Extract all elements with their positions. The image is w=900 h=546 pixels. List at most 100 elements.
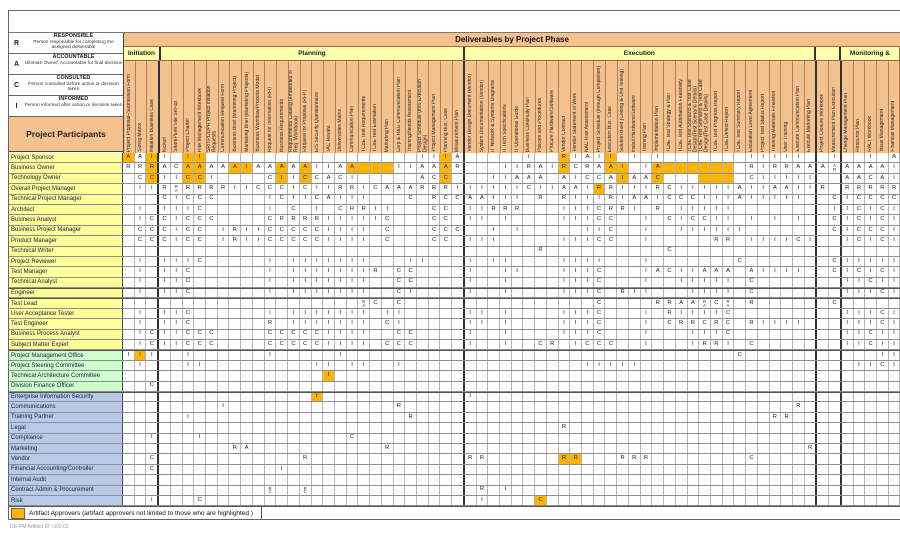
matrix-cell[interactable] [335, 464, 347, 475]
matrix-cell[interactable] [171, 475, 183, 485]
matrix-cell[interactable]: I [265, 277, 277, 288]
matrix-cell[interactable]: A [157, 163, 171, 173]
matrix-cell[interactable]: R [535, 194, 547, 204]
matrix-cell[interactable] [358, 173, 371, 184]
matrix-cell[interactable] [382, 256, 394, 267]
column-header[interactable]: Training Plan [641, 61, 653, 153]
matrix-cell[interactable] [535, 277, 547, 288]
matrix-cell[interactable]: C [206, 215, 218, 225]
matrix-cell[interactable] [370, 412, 382, 423]
column-header[interactable]: TCoE Test Scenario & Test Case Design(Te… [699, 61, 712, 153]
matrix-cell[interactable] [523, 277, 536, 288]
matrix-cell[interactable] [605, 319, 618, 329]
matrix-cell[interactable]: I [253, 236, 265, 246]
matrix-cell[interactable] [758, 360, 770, 371]
matrix-cell[interactable] [865, 433, 877, 443]
matrix-cell[interactable]: I [676, 215, 688, 225]
matrix-cell[interactable] [758, 340, 770, 350]
matrix-cell[interactable]: C [312, 194, 324, 204]
matrix-cell[interactable]: R [641, 454, 653, 464]
matrix-cell[interactable] [710, 173, 723, 184]
matrix-cell[interactable] [664, 371, 676, 381]
matrix-cell[interactable]: I [889, 267, 900, 277]
matrix-cell[interactable] [405, 381, 417, 391]
matrix-cell[interactable] [206, 246, 218, 256]
matrix-cell[interactable] [206, 485, 218, 495]
matrix-cell[interactable]: R [711, 236, 723, 246]
matrix-cell[interactable]: I [676, 267, 688, 277]
matrix-cell[interactable] [488, 423, 500, 433]
matrix-cell[interactable] [123, 340, 135, 350]
matrix-cell[interactable] [382, 329, 394, 340]
matrix-cell[interactable] [218, 340, 230, 350]
matrix-cell[interactable] [183, 371, 195, 381]
matrix-cell[interactable] [135, 485, 147, 495]
matrix-cell[interactable] [582, 485, 594, 495]
matrix-cell[interactable] [382, 299, 394, 308]
matrix-cell[interactable]: I [711, 194, 723, 204]
matrix-cell[interactable] [664, 464, 676, 475]
matrix-cell[interactable] [582, 246, 594, 256]
matrix-cell[interactable] [839, 360, 854, 371]
matrix-cell[interactable] [157, 299, 171, 308]
matrix-cell[interactable] [629, 236, 641, 246]
matrix-cell[interactable] [889, 464, 900, 475]
matrix-cell[interactable] [734, 464, 747, 475]
matrix-cell[interactable] [594, 454, 606, 464]
matrix-cell[interactable]: R [854, 184, 866, 194]
matrix-cell[interactable] [889, 485, 900, 495]
matrix-cell[interactable]: I [135, 308, 147, 319]
matrix-cell[interactable] [815, 319, 830, 329]
matrix-cell[interactable] [218, 412, 230, 423]
matrix-cell[interactable] [276, 351, 289, 360]
matrix-cell[interactable] [229, 454, 242, 464]
matrix-cell[interactable] [617, 402, 629, 412]
matrix-cell[interactable]: C [300, 236, 312, 246]
matrix-cell[interactable]: C [194, 215, 207, 225]
matrix-cell[interactable]: I [559, 204, 571, 215]
matrix-cell[interactable] [218, 454, 230, 464]
matrix-cell[interactable]: R [746, 319, 758, 329]
matrix-cell[interactable] [500, 351, 512, 360]
matrix-cell[interactable]: I [462, 319, 477, 329]
matrix-cell[interactable]: I [629, 184, 641, 194]
matrix-cell[interactable] [770, 381, 782, 391]
matrix-cell[interactable]: I [462, 236, 477, 246]
matrix-cell[interactable] [664, 360, 676, 371]
matrix-cell[interactable] [676, 485, 688, 495]
matrix-cell[interactable] [547, 256, 559, 267]
matrix-cell[interactable]: I [253, 225, 265, 236]
matrix-cell[interactable]: C [582, 340, 594, 350]
matrix-cell[interactable] [664, 381, 676, 391]
matrix-cell[interactable] [877, 433, 889, 443]
matrix-cell[interactable] [699, 475, 711, 485]
matrix-cell[interactable]: C [877, 319, 889, 329]
matrix-cell[interactable] [382, 412, 394, 423]
matrix-cell[interactable] [723, 464, 735, 475]
row-label[interactable]: Architect [9, 204, 123, 215]
matrix-cell[interactable] [206, 454, 218, 464]
matrix-cell[interactable] [171, 392, 183, 402]
matrix-cell[interactable]: I [570, 267, 583, 277]
matrix-cell[interactable] [288, 464, 300, 475]
matrix-cell[interactable] [358, 402, 371, 412]
matrix-cell[interactable] [429, 443, 441, 454]
matrix-cell[interactable] [781, 464, 793, 475]
matrix-cell[interactable] [793, 475, 805, 485]
matrix-cell[interactable]: C [594, 308, 606, 319]
matrix-cell[interactable] [815, 173, 830, 184]
matrix-cell[interactable] [194, 381, 207, 391]
matrix-cell[interactable] [854, 485, 866, 495]
matrix-cell[interactable] [500, 246, 512, 256]
matrix-cell[interactable] [229, 423, 242, 433]
matrix-cell[interactable] [429, 319, 441, 329]
matrix-cell[interactable]: C [276, 225, 289, 236]
matrix-cell[interactable]: C [877, 360, 889, 371]
matrix-cell[interactable] [699, 485, 711, 495]
matrix-cell[interactable] [629, 371, 641, 381]
matrix-cell[interactable] [723, 246, 735, 256]
matrix-cell[interactable]: C [312, 236, 324, 246]
matrix-cell[interactable] [877, 443, 889, 454]
matrix-cell[interactable] [877, 246, 889, 256]
